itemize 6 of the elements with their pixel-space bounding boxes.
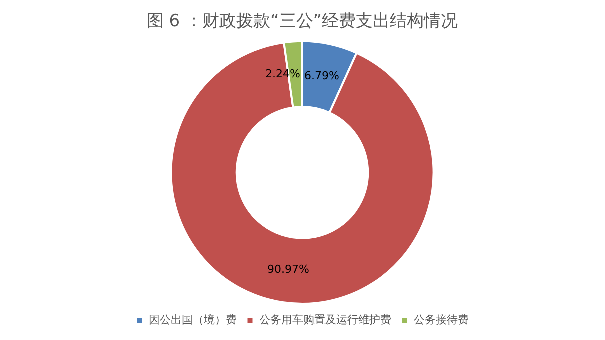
legend-label: 因公出国（境）费 bbox=[148, 313, 237, 326]
data-label: 90.97% bbox=[267, 263, 310, 276]
legend-label: 公务用车购置及运行维护费 bbox=[259, 313, 392, 326]
legend-label: 公务接待费 bbox=[414, 313, 469, 326]
chart-title: 图 6 ：财政拨款“三公”经费支出结构情况 bbox=[146, 12, 458, 32]
data-label: 6.79% bbox=[304, 69, 340, 82]
